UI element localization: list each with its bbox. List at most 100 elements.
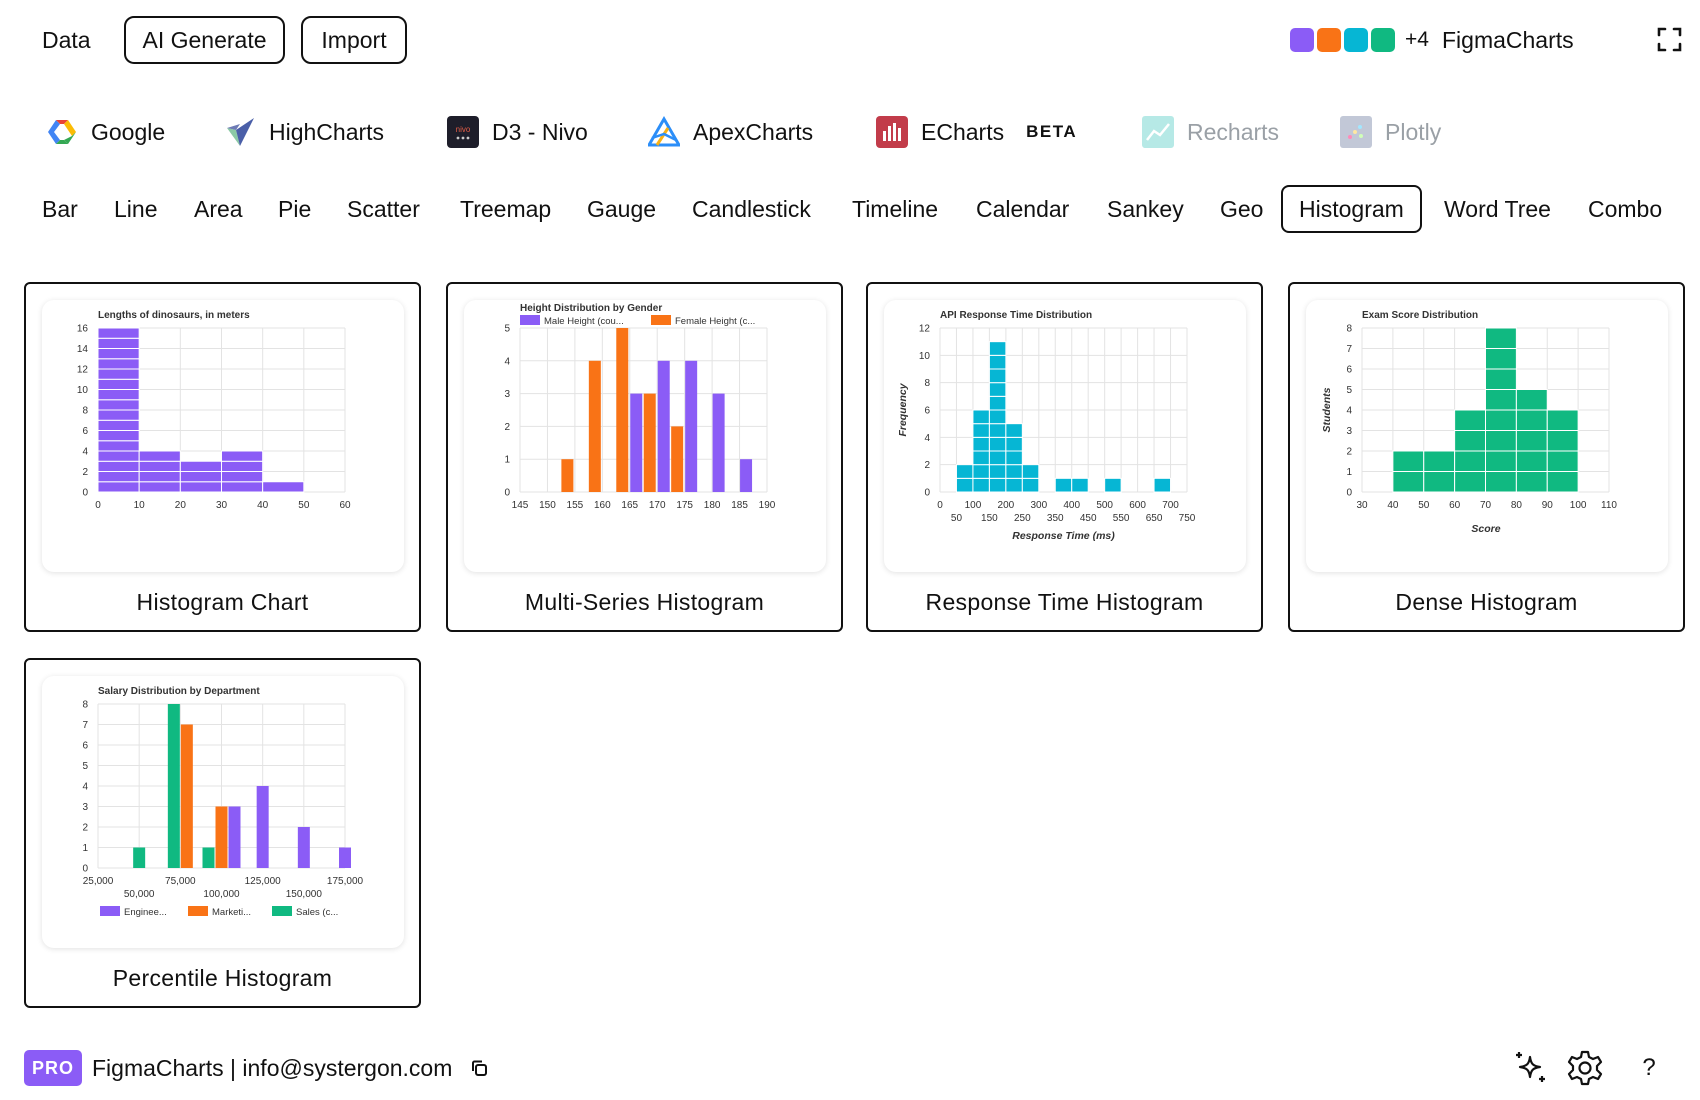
color-swatch[interactable] xyxy=(1317,28,1341,52)
help-icon[interactable]: ? xyxy=(1642,1054,1656,1081)
chart-title: API Response Time Distribution xyxy=(940,310,1092,321)
tab-pie[interactable]: Pie xyxy=(278,196,312,222)
chart-card-multi-series-histogram[interactable]: Height Distribution by Gender Male Height… xyxy=(446,282,843,632)
copy-icon[interactable] xyxy=(470,1059,488,1077)
histogram-bar xyxy=(97,440,140,452)
histogram-bar xyxy=(97,460,140,472)
legend-swatch xyxy=(272,906,292,916)
sparkles-icon[interactable] xyxy=(1512,1049,1550,1087)
histogram-bar xyxy=(97,389,140,401)
histogram-bar xyxy=(1392,471,1425,493)
color-swatch[interactable] xyxy=(1344,28,1368,52)
chart-card-dense-histogram[interactable]: Exam Score Distribution 0 1 2 3 4 5 6 7 8 30 40 50 60… xyxy=(1288,282,1685,632)
import-button[interactable]: Import xyxy=(301,16,407,64)
y-tick-label: 2 xyxy=(924,460,930,471)
data-tab[interactable]: Data xyxy=(42,27,91,53)
histogram-bar xyxy=(138,481,181,493)
more-colors-count[interactable]: +4 xyxy=(1405,28,1429,51)
tab-sankey[interactable]: Sankey xyxy=(1107,196,1184,222)
library-d3-nivo[interactable]: nivo D3 - Nivo xyxy=(447,114,588,150)
tab-line[interactable]: Line xyxy=(114,196,158,222)
x-tick-label: 185 xyxy=(731,500,748,511)
account-info: FigmaCharts | info@systergon.com xyxy=(92,1055,453,1081)
tab-treemap[interactable]: Treemap xyxy=(460,196,552,222)
tab-calendar[interactable]: Calendar xyxy=(976,196,1070,222)
x-tick-label: 180 xyxy=(704,500,721,511)
y-tick-label: 12 xyxy=(919,324,931,335)
x-tick-label: 90 xyxy=(1542,500,1554,511)
tab-combo[interactable]: Combo xyxy=(1588,196,1663,222)
chart-card-percentile-histogram[interactable]: Salary Distribution by Department 0 1 2 3 4 5 6… xyxy=(24,658,421,1008)
card-title: Multi-Series Histogram xyxy=(524,589,765,615)
card-title: Percentile Histogram xyxy=(112,965,333,991)
nivo-logo-icon: nivo xyxy=(447,116,479,148)
legend-label: Male Height (cou... xyxy=(544,316,624,327)
histogram-bar xyxy=(221,450,264,462)
histogram-bar xyxy=(955,477,974,493)
x-tick-label: 350 xyxy=(1047,513,1064,524)
library-label: Google xyxy=(91,119,166,145)
histogram-bar xyxy=(1005,450,1023,466)
plotly-logo-icon xyxy=(1340,116,1372,148)
library-plotly[interactable]: Plotly xyxy=(1340,114,1441,150)
y-tick-label: 0 xyxy=(924,488,930,499)
histogram-bar xyxy=(1515,450,1548,472)
histogram-bar xyxy=(97,337,140,349)
x-tick-label: 150 xyxy=(981,513,998,524)
library-highcharts[interactable]: HighCharts xyxy=(224,114,384,150)
histogram-bar xyxy=(1485,450,1517,472)
ai-generate-button[interactable]: AI Generate xyxy=(124,16,285,64)
settings-icon[interactable] xyxy=(1566,1049,1604,1087)
x-tick-label: 150,000 xyxy=(286,889,323,900)
tab-geo[interactable]: Geo xyxy=(1220,196,1264,222)
tab-word-tree[interactable]: Word Tree xyxy=(1444,196,1551,222)
library-label: Recharts xyxy=(1187,119,1280,145)
library-echarts[interactable]: ECharts BETA xyxy=(876,114,1077,150)
chart-card-histogram[interactable]: Lengths of dinosaurs, in meters 0 2 4 6 8 10 12… xyxy=(24,282,421,632)
tab-candlestick[interactable]: Candlestick xyxy=(692,196,811,222)
x-tick-label: 75,000 xyxy=(165,876,196,887)
histogram-bar xyxy=(262,481,305,493)
x-tick-label: 650 xyxy=(1146,513,1163,524)
histogram-bar xyxy=(1485,389,1517,411)
y-axis-label: Frequency xyxy=(897,382,909,436)
chart-preview: Lengths of dinosaurs, in meters 0 2 4 6 8 10 12… xyxy=(42,300,404,572)
histogram-bar xyxy=(1021,477,1040,493)
tab-area[interactable]: Area xyxy=(194,196,243,222)
pro-badge: PRO xyxy=(24,1050,82,1086)
histogram-bar xyxy=(97,450,140,462)
histogram-chart: API Response Time Distribution 0 2 4 6 8 10 12 0… xyxy=(897,310,1196,542)
x-tick-label: 500 xyxy=(1096,500,1113,511)
tab-scatter[interactable]: Scatter xyxy=(347,196,420,222)
x-tick-label: 155 xyxy=(567,500,584,511)
histogram-bar xyxy=(97,419,140,431)
chart-card-response-time-histogram[interactable]: API Response Time Distribution 0 2 4 6 8 10 12 0… xyxy=(866,282,1263,632)
library-apexcharts[interactable]: ApexCharts xyxy=(648,114,813,150)
apexcharts-logo-icon xyxy=(648,116,680,147)
tab-bar[interactable]: Bar xyxy=(42,196,78,222)
histogram-bar xyxy=(1485,368,1517,390)
y-tick-label: 2 xyxy=(82,823,88,834)
y-tick-label: 4 xyxy=(82,447,88,458)
color-swatch[interactable] xyxy=(1371,28,1395,52)
histogram-bar xyxy=(1546,430,1579,452)
y-tick-label: 4 xyxy=(504,356,510,367)
histogram-bar xyxy=(616,328,629,492)
y-tick-label: 4 xyxy=(924,433,930,444)
library-recharts[interactable]: Recharts xyxy=(1142,114,1279,150)
tab-histogram[interactable]: Histogram xyxy=(1281,185,1422,233)
library-google[interactable]: Google xyxy=(46,114,165,150)
tab-gauge[interactable]: Gauge xyxy=(587,196,657,222)
histogram-bar xyxy=(685,360,698,492)
y-tick-label: 5 xyxy=(1346,385,1352,396)
histogram-bar xyxy=(630,393,643,492)
color-swatch[interactable] xyxy=(1290,28,1314,52)
histogram-bar xyxy=(988,409,1007,425)
tab-timeline[interactable]: Timeline xyxy=(852,196,939,222)
histogram-bar xyxy=(97,399,140,411)
histogram-bar xyxy=(138,460,181,472)
histogram-bar xyxy=(256,786,269,868)
x-tick-label: 0 xyxy=(95,500,101,511)
fullscreen-icon[interactable] xyxy=(1657,27,1682,52)
histogram-bar xyxy=(988,368,1007,384)
